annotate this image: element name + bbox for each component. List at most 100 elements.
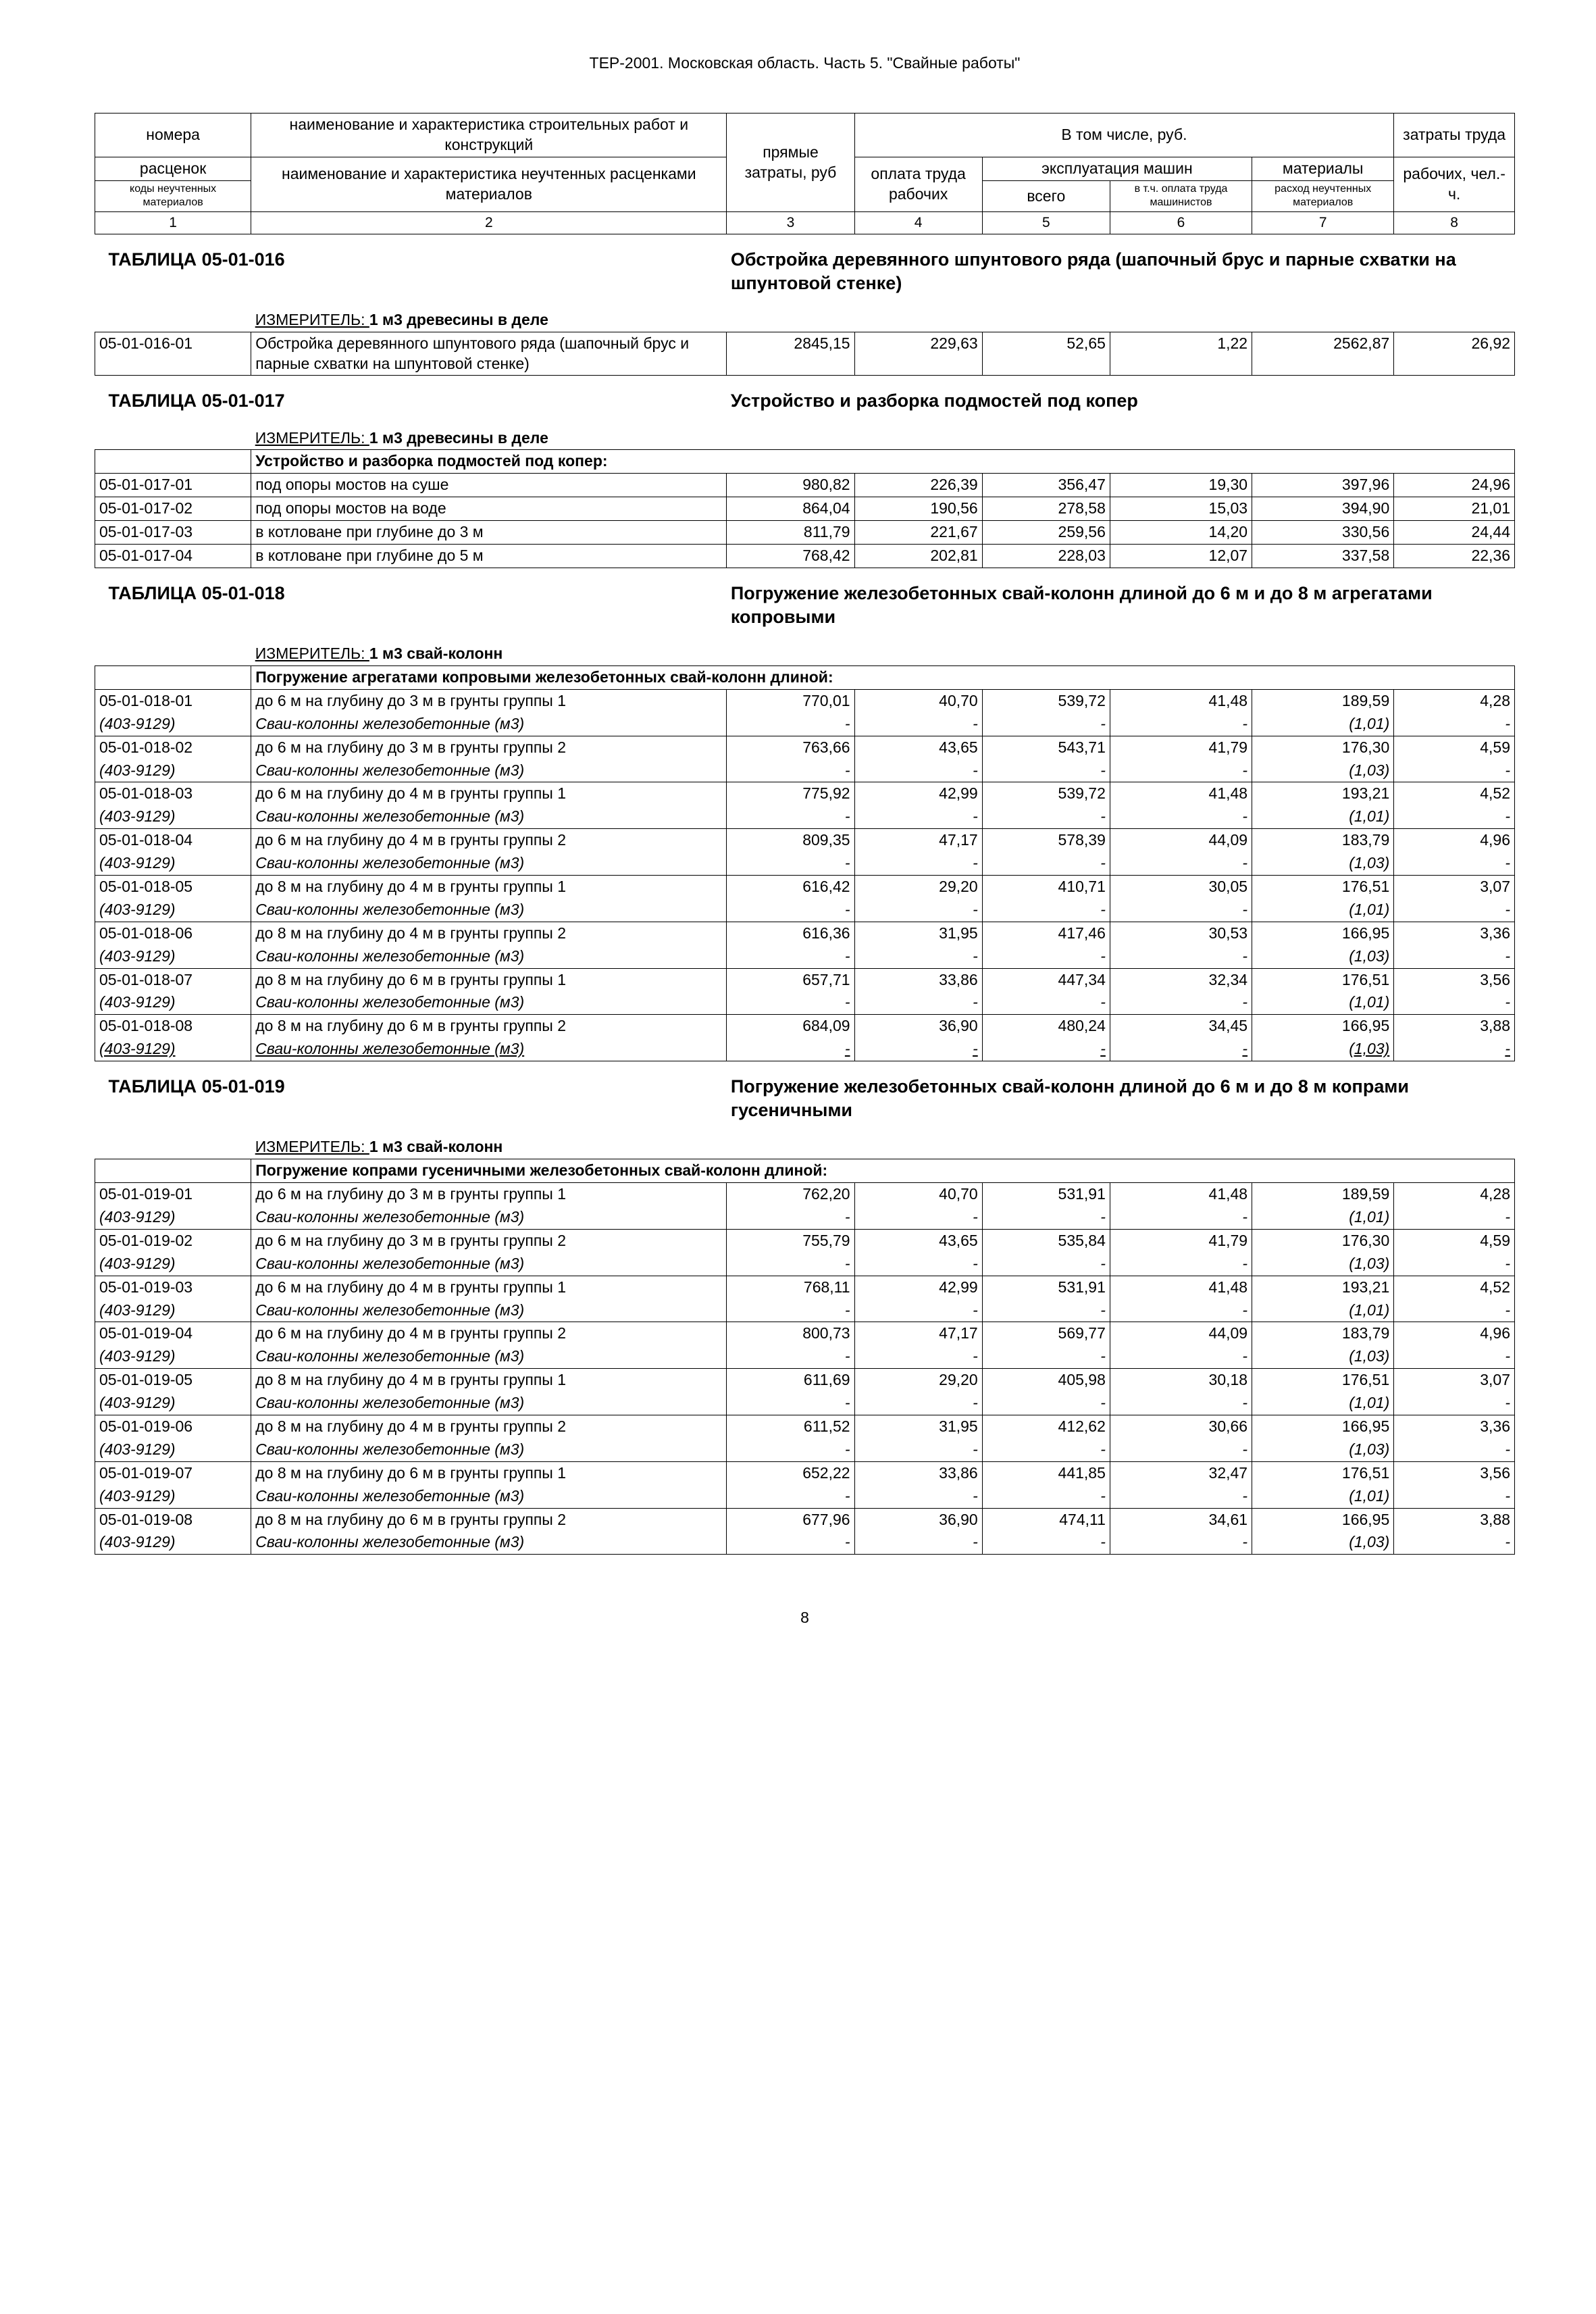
table-cell: -: [1110, 945, 1252, 968]
table-cell: 800,73: [727, 1322, 854, 1345]
table-cell: 41,79: [1110, 736, 1252, 759]
table-cell: -: [1110, 1392, 1252, 1415]
table-cell: 33,86: [854, 1461, 982, 1484]
table-cell: 05-01-019-01: [95, 1183, 251, 1206]
table-cell: -: [982, 852, 1110, 875]
table-row: ТАБЛИЦА 05-01-016Обстройка деревянного ш…: [95, 234, 1515, 309]
table-row: (403-9129)Сваи-колонны железобетонные (м…: [95, 1392, 1515, 1415]
table-row: 05-01-016-01Обстройка деревянного шпунто…: [95, 332, 1515, 376]
table-cell: 30,18: [1110, 1369, 1252, 1392]
table-cell: 417,46: [982, 922, 1110, 945]
table-cell: -: [982, 759, 1110, 782]
table-cell: 480,24: [982, 1015, 1110, 1038]
section-title: ТАБЛИЦА 05-01-016: [109, 249, 285, 270]
table-cell: Сваи-колонны железобетонные (м3): [251, 805, 727, 828]
table-cell: 775,92: [727, 782, 854, 805]
table-cell: -: [854, 1206, 982, 1229]
table-row: (403-9129)Сваи-колонны железобетонные (м…: [95, 852, 1515, 875]
hdr-c8a: затраты труда: [1394, 114, 1515, 157]
table-cell: (403-9129): [95, 1206, 251, 1229]
table-cell: 768,42: [727, 544, 854, 568]
table-cell: 176,30: [1252, 736, 1394, 759]
table-cell: 176,30: [1252, 1229, 1394, 1252]
table-cell: 05-01-017-01: [95, 474, 251, 497]
table-cell: до 6 м на глубину до 4 м в грунты группы…: [251, 1322, 727, 1345]
table-row: Устройство и разборка подмостей под копе…: [95, 450, 1515, 474]
table-cell: Погружение железобетонных свай-колонн дл…: [727, 1061, 1515, 1136]
table-cell: 221,67: [854, 521, 982, 545]
table-row: 05-01-018-08до 8 м на глубину до 6 м в г…: [95, 1015, 1515, 1038]
table-cell: -: [1110, 1038, 1252, 1061]
table-cell: -: [727, 1392, 854, 1415]
table-cell: 535,84: [982, 1229, 1110, 1252]
table-row: 05-01-018-07до 8 м на глубину до 6 м в г…: [95, 968, 1515, 991]
table-cell: Сваи-колонны железобетонные (м3): [251, 1531, 727, 1554]
table-cell: -: [727, 1253, 854, 1276]
table-cell: -: [854, 1438, 982, 1461]
table-cell: -: [854, 713, 982, 736]
table-cell: до 8 м на глубину до 6 м в грунты группы…: [251, 968, 727, 991]
table-cell: -: [1110, 1438, 1252, 1461]
table-cell: Сваи-колонны железобетонные (м3): [251, 899, 727, 922]
table-cell: -: [982, 1531, 1110, 1554]
table-cell: 189,59: [1252, 689, 1394, 712]
table-cell: 05-01-016-01: [95, 332, 251, 376]
hdr-c1a: номера: [95, 114, 251, 157]
hdr-c1b: расценок: [95, 157, 251, 180]
table-cell: -: [854, 805, 982, 828]
table-row: 05-01-017-03в котловане при глубине до 3…: [95, 521, 1515, 545]
measure-label: ИЗМЕРИТЕЛЬ:: [255, 311, 369, 328]
table-cell: 41,79: [1110, 1229, 1252, 1252]
section-desc: Погружение железобетонных свай-колонн дл…: [731, 1076, 1409, 1120]
table-cell: в котловане при глубине до 3 м: [251, 521, 727, 545]
table-cell: (403-9129): [95, 852, 251, 875]
table-cell: 397,96: [1252, 474, 1394, 497]
table-cell: -: [854, 1485, 982, 1508]
table-cell: (403-9129): [95, 1299, 251, 1322]
table-cell: 809,35: [727, 829, 854, 852]
table-cell: -: [854, 1392, 982, 1415]
table-cell: 05-01-018-06: [95, 922, 251, 945]
table-cell: -: [982, 1438, 1110, 1461]
table-cell: 4,96: [1394, 829, 1515, 852]
table-cell: 755,79: [727, 1229, 854, 1252]
page-header: ТЕР-2001. Московская область. Часть 5. "…: [95, 54, 1515, 72]
measure-value: 1 м3 свай-колонн: [369, 1138, 503, 1155]
table-row: ИЗМЕРИТЕЛЬ: 1 м3 древесины в деле: [95, 427, 1515, 450]
table-cell: -: [1110, 1485, 1252, 1508]
table-cell: Сваи-колонны железобетонные (м3): [251, 713, 727, 736]
table-cell: -: [982, 1038, 1110, 1061]
table-cell: 4,52: [1394, 1276, 1515, 1299]
table-cell: [95, 427, 251, 450]
table-cell: 2845,15: [727, 332, 854, 376]
coln-2: 2: [251, 212, 727, 234]
table-cell: 578,39: [982, 829, 1110, 852]
table-cell: 4,28: [1394, 689, 1515, 712]
table-cell: (403-9129): [95, 1438, 251, 1461]
table-cell: 47,17: [854, 829, 982, 852]
table-cell: -: [1110, 1253, 1252, 1276]
table-row: ИЗМЕРИТЕЛЬ: 1 м3 свай-колонн: [95, 643, 1515, 665]
table-row: (403-9129)Сваи-колонны железобетонные (м…: [95, 759, 1515, 782]
table-cell: 763,66: [727, 736, 854, 759]
table-cell: 05-01-018-02: [95, 736, 251, 759]
table-cell: Сваи-колонны железобетонные (м3): [251, 1392, 727, 1415]
table-cell: (403-9129): [95, 1253, 251, 1276]
table-cell: 611,69: [727, 1369, 854, 1392]
table-cell: -: [727, 805, 854, 828]
table-cell: (403-9129): [95, 991, 251, 1014]
table-cell: 811,79: [727, 521, 854, 545]
table-cell: (403-9129): [95, 1345, 251, 1368]
table-cell: -: [727, 1345, 854, 1368]
table-cell: -: [727, 852, 854, 875]
table-cell: до 8 м на глубину до 4 м в грунты группы…: [251, 1415, 727, 1438]
table-cell: -: [854, 1038, 982, 1061]
table-cell: ТАБЛИЦА 05-01-019: [95, 1061, 727, 1136]
table-cell: до 6 м на глубину до 3 м в грунты группы…: [251, 736, 727, 759]
table-row: Погружение агрегатами копровыми железобе…: [95, 665, 1515, 689]
table-cell: до 6 м на глубину до 4 м в грунты группы…: [251, 829, 727, 852]
table-cell: (403-9129): [95, 1038, 251, 1061]
table-cell: -: [1394, 1345, 1515, 1368]
table-cell: до 8 м на глубину до 4 м в грунты группы…: [251, 922, 727, 945]
table-cell: 447,34: [982, 968, 1110, 991]
